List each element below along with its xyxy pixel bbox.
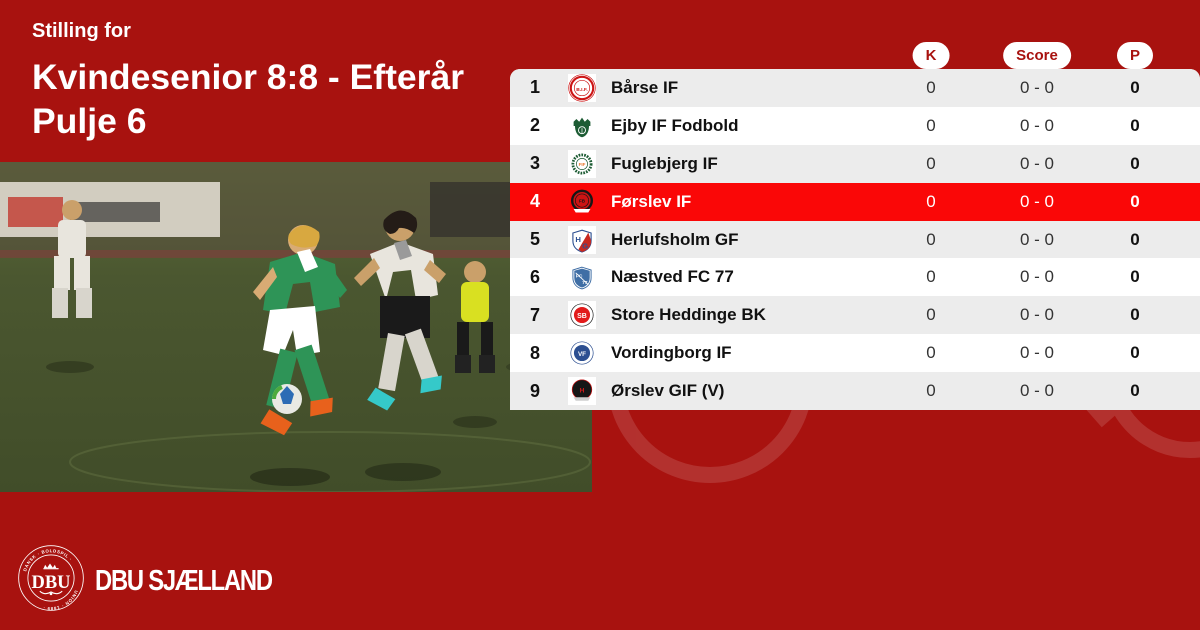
svg-text:G: G [582,241,588,250]
svg-text:FB: FB [578,198,585,203]
svg-text:H: H [579,387,584,394]
svg-text:FIF: FIF [578,162,585,167]
svg-text:H: H [575,235,581,244]
svg-text:SB: SB [577,313,587,320]
svg-text:DBU: DBU [32,572,71,592]
svg-text:77: 77 [582,280,588,286]
svg-text:VF: VF [577,351,585,358]
svg-text:B.I.F.: B.I.F. [576,87,588,93]
svg-text:FC: FC [575,274,582,280]
